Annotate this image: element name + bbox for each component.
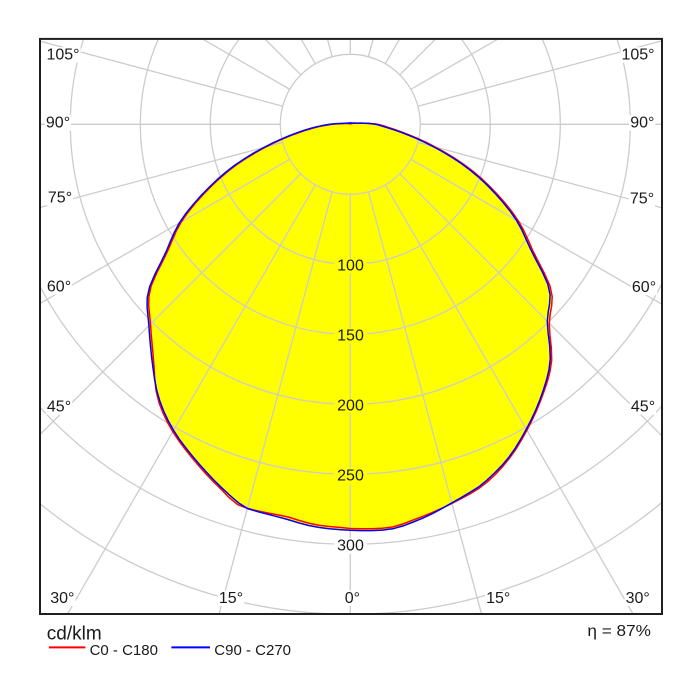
svg-text:75°: 75° (630, 191, 654, 208)
svg-text:300: 300 (337, 538, 364, 555)
svg-text:15°: 15° (219, 590, 243, 607)
svg-text:105°: 105° (621, 47, 654, 64)
svg-text:60°: 60° (632, 279, 656, 296)
svg-text:15°: 15° (486, 590, 510, 607)
svg-text:100: 100 (337, 258, 364, 275)
svg-text:C90 - C270: C90 - C270 (214, 642, 291, 659)
svg-text:90°: 90° (46, 115, 70, 132)
svg-text:90°: 90° (630, 115, 654, 132)
svg-text:75°: 75° (48, 190, 72, 207)
svg-text:0°: 0° (345, 590, 360, 607)
svg-text:cd/klm: cd/klm (47, 624, 102, 645)
svg-text:45°: 45° (631, 399, 655, 416)
svg-text:η = 87%: η = 87% (587, 623, 651, 640)
svg-text:200: 200 (337, 398, 364, 415)
svg-text:30°: 30° (626, 590, 650, 607)
svg-text:150: 150 (337, 328, 364, 345)
svg-text:60°: 60° (47, 279, 71, 296)
svg-text:45°: 45° (47, 399, 71, 416)
svg-text:30°: 30° (50, 590, 74, 607)
svg-text:250: 250 (337, 468, 364, 485)
svg-text:C0 - C180: C0 - C180 (90, 642, 158, 659)
svg-text:105°: 105° (46, 47, 79, 64)
